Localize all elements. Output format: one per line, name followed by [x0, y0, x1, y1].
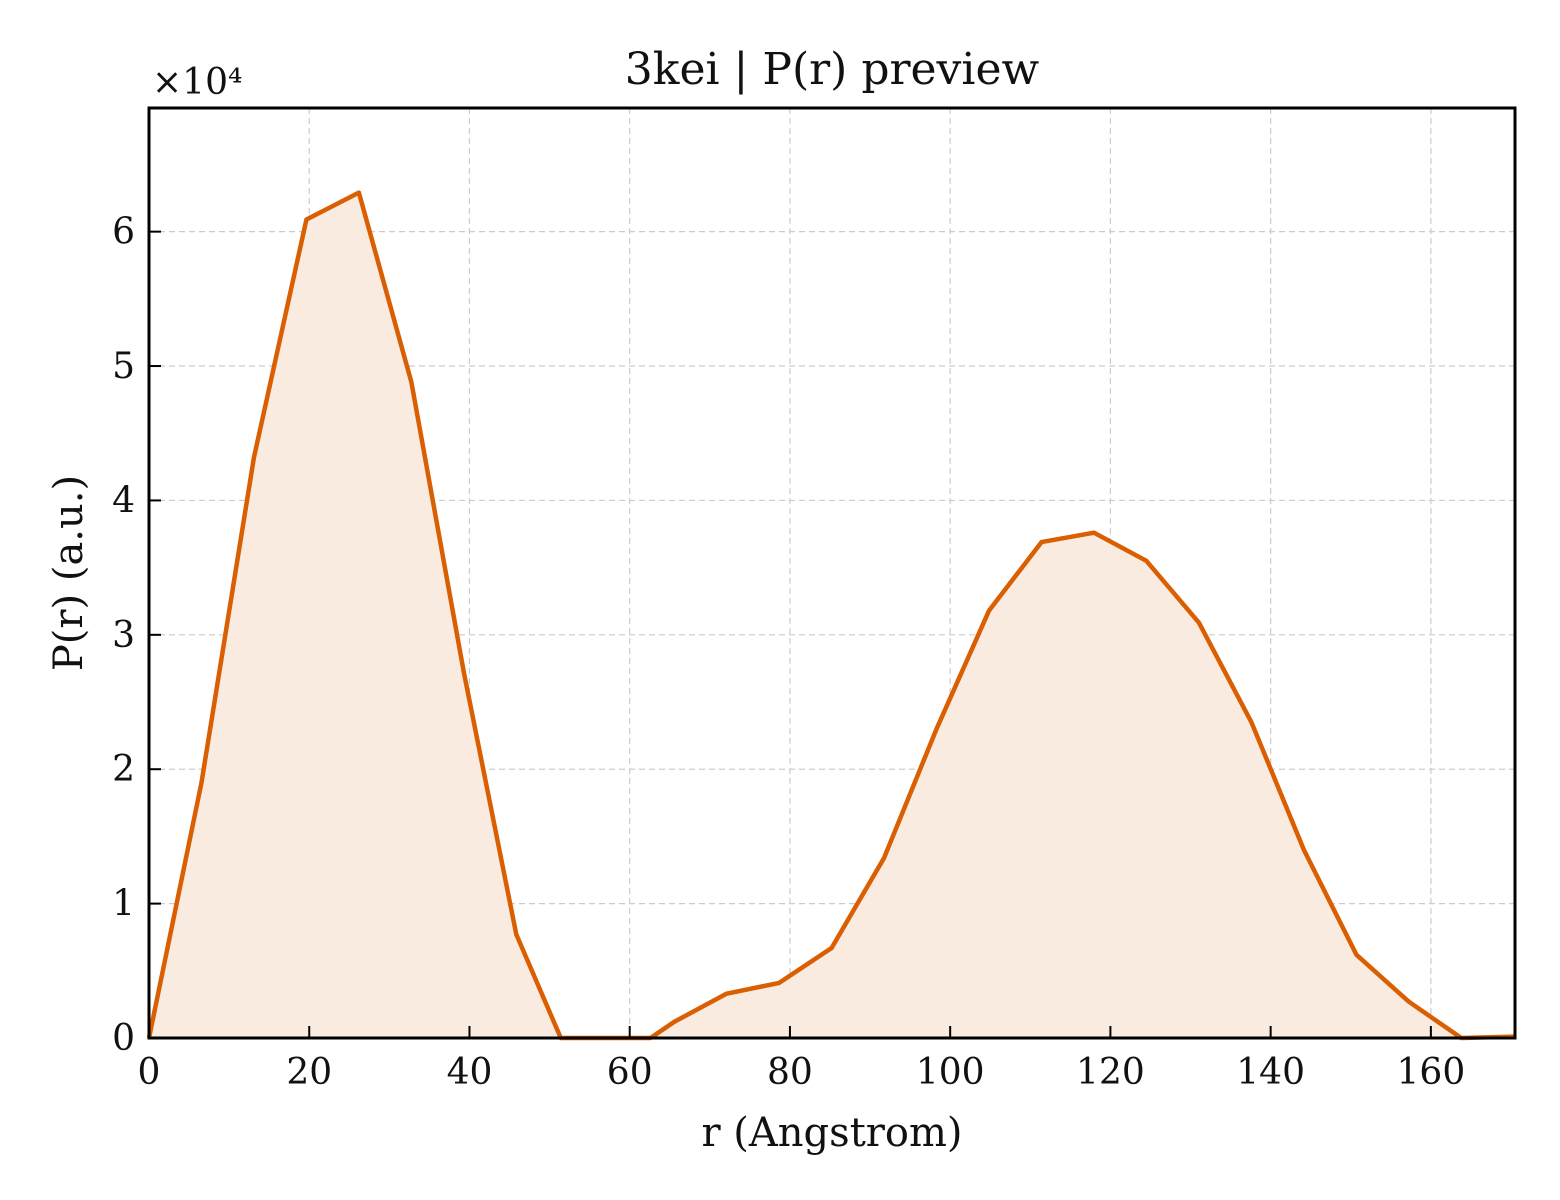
- chart-title: 3kei | P(r) preview: [625, 44, 1040, 95]
- x-tick-label: 120: [1076, 1052, 1145, 1093]
- x-tick-label: 140: [1236, 1052, 1305, 1093]
- plot-frame: [147, 106, 1517, 1040]
- y-tick-label: 0: [112, 1018, 135, 1059]
- series-line: [146, 190, 1514, 1041]
- x-tick-label: 80: [767, 1052, 813, 1093]
- y-tick-label: 5: [112, 346, 135, 387]
- y-axis-label: P(r) (a.u.): [46, 475, 92, 671]
- y-tick-label: 4: [112, 480, 135, 521]
- x-tick-label: 160: [1397, 1052, 1466, 1093]
- x-tick-label: 40: [447, 1052, 493, 1093]
- y-tick-label: 3: [112, 615, 135, 656]
- y-tick-label: 1: [112, 884, 135, 925]
- area-fill: [149, 192, 1514, 1039]
- y-tick-label: 2: [112, 749, 135, 790]
- x-tick-label: 100: [916, 1052, 985, 1093]
- x-axis-label: r (Angstrom): [701, 1110, 962, 1156]
- axis-ticks: 0 20 40 60 80 100 120 140 160 0 1 2 3 4 5 6: [112, 212, 1465, 1093]
- x-tick-label: 0: [138, 1052, 161, 1093]
- x-tick-label: 20: [286, 1052, 332, 1093]
- y-tick-label: 6: [112, 212, 135, 253]
- x-tick-label: 60: [607, 1052, 653, 1093]
- y-offset-text: ×10⁴: [152, 62, 242, 103]
